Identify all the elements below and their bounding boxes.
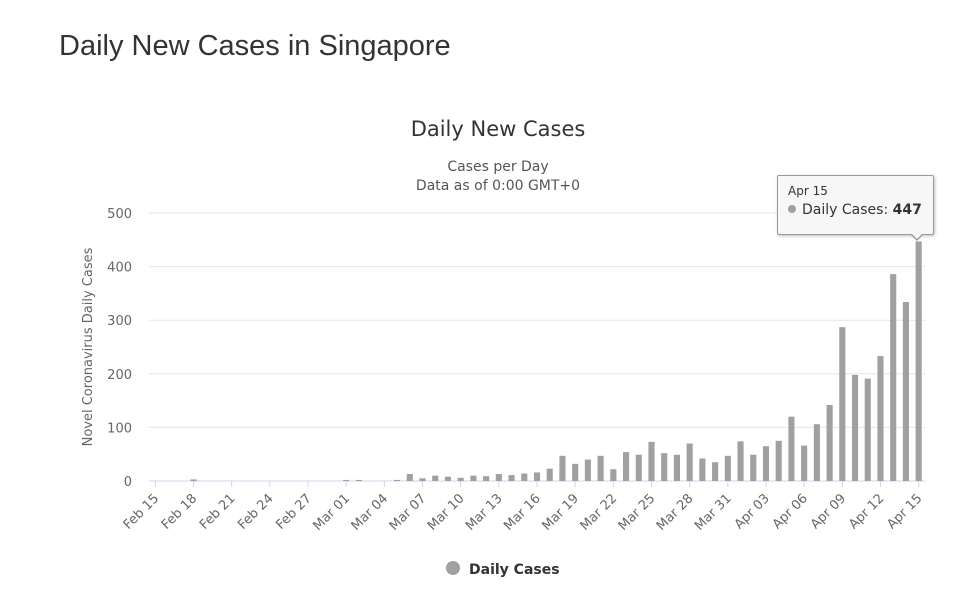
bar-feb-18[interactable] xyxy=(190,479,197,481)
bar-mar-23[interactable] xyxy=(623,452,630,481)
bar-mar-25[interactable] xyxy=(648,441,655,481)
x-tick-label: Feb 27 xyxy=(273,491,315,533)
page-title: Daily New Cases in Singapore xyxy=(59,30,451,62)
bar-mar-20[interactable] xyxy=(584,459,591,481)
bar-apr-01[interactable] xyxy=(737,441,744,481)
x-tick-label: Apr 06 xyxy=(770,491,811,532)
x-tick-label: Mar 04 xyxy=(349,491,392,534)
x-tick-label: Mar 10 xyxy=(425,491,468,534)
bar-apr-08[interactable] xyxy=(826,404,833,481)
bar-apr-11[interactable] xyxy=(864,378,871,481)
x-tick-label: Mar 28 xyxy=(654,491,697,534)
bar-mar-06[interactable] xyxy=(406,474,413,481)
bar-apr-04[interactable] xyxy=(775,440,782,481)
bar-mar-24[interactable] xyxy=(635,454,642,481)
bar-mar-07[interactable] xyxy=(419,478,426,481)
y-tick-label: 0 xyxy=(124,475,132,490)
tooltip: Apr 15 Daily Cases: 447 xyxy=(777,175,934,235)
bar-mar-10[interactable] xyxy=(457,477,464,481)
chart-subtitle-line-2: Data as of 0:00 GMT+0 xyxy=(416,178,580,194)
y-tick-label: 500 xyxy=(107,207,132,222)
tooltip-series-name: Daily Cases xyxy=(802,202,884,218)
bar-apr-03[interactable] xyxy=(762,446,770,481)
bar-apr-06[interactable] xyxy=(801,445,808,481)
bar-apr-02[interactable] xyxy=(750,454,757,481)
bar-mar-30[interactable] xyxy=(712,462,719,481)
tooltip-dot-icon xyxy=(788,205,796,213)
y-tick-label: 400 xyxy=(107,261,132,276)
bar-mar-11[interactable] xyxy=(470,475,477,481)
x-tick-label: Feb 24 xyxy=(235,491,277,533)
x-tick-label: Mar 22 xyxy=(578,491,621,534)
bar-apr-10[interactable] xyxy=(851,374,859,481)
x-tick-label: Apr 03 xyxy=(732,491,773,532)
bar-mar-19[interactable] xyxy=(572,463,579,481)
legend[interactable]: Daily Cases xyxy=(446,561,560,578)
y-tick-label: 200 xyxy=(107,368,132,383)
bar-mar-14[interactable] xyxy=(508,475,515,481)
bar-series-daily-cases xyxy=(190,241,922,482)
bar-mar-21[interactable] xyxy=(597,455,604,481)
bar-apr-09[interactable] xyxy=(839,327,846,481)
bar-apr-13[interactable] xyxy=(890,274,897,481)
bar-mar-16[interactable] xyxy=(533,472,541,481)
chart-title: Daily New Cases xyxy=(411,117,586,141)
x-tick-label: Mar 16 xyxy=(501,491,544,534)
chart-subtitle-line-1: Cases per Day xyxy=(447,159,548,175)
x-tick-label: Mar 19 xyxy=(539,491,582,534)
bar-mar-27[interactable] xyxy=(673,454,680,481)
bar-apr-15[interactable] xyxy=(915,241,922,481)
gridlines xyxy=(149,212,925,482)
tooltip-value: 447 xyxy=(892,202,922,218)
x-tick-label: Mar 31 xyxy=(692,491,735,534)
x-tick-label: Apr 15 xyxy=(884,491,925,532)
bar-mar-26[interactable] xyxy=(661,453,668,481)
x-tick-label: Feb 18 xyxy=(159,491,201,533)
x-tick-label: Mar 01 xyxy=(310,491,353,534)
bar-mar-12[interactable] xyxy=(483,476,490,481)
y-axis-title: Novel Coronavirus Daily Cases xyxy=(81,247,96,446)
x-tick-label: Apr 09 xyxy=(808,491,849,532)
tooltip-caret xyxy=(910,233,924,241)
bar-mar-28[interactable] xyxy=(686,443,693,481)
y-tick-label: 100 xyxy=(107,421,132,436)
bar-apr-12[interactable] xyxy=(877,356,884,481)
bar-mar-18[interactable] xyxy=(559,455,566,481)
x-tick-label: Feb 15 xyxy=(121,491,163,533)
bar-mar-13[interactable] xyxy=(495,474,502,481)
tooltip-date: Apr 15 xyxy=(788,184,828,198)
bar-mar-01[interactable] xyxy=(343,479,350,481)
bar-mar-08[interactable] xyxy=(432,475,439,481)
x-tick-label: Apr 12 xyxy=(846,491,887,532)
tooltip-colon: : xyxy=(883,202,893,218)
x-tick-label: Feb 21 xyxy=(197,491,239,533)
bar-apr-05[interactable] xyxy=(788,416,795,481)
bar-mar-02[interactable] xyxy=(355,479,362,481)
bar-mar-09[interactable] xyxy=(444,476,452,481)
y-tick-label: 300 xyxy=(107,314,132,329)
bar-apr-14[interactable] xyxy=(902,301,909,481)
x-tick-label: Mar 07 xyxy=(387,491,430,534)
legend-marker-icon xyxy=(446,561,460,575)
bar-mar-22[interactable] xyxy=(610,469,617,481)
legend-item-daily-cases[interactable]: Daily Cases xyxy=(469,562,560,578)
bar-mar-29[interactable] xyxy=(699,458,706,481)
x-tick-label: Mar 25 xyxy=(616,491,659,534)
bar-mar-17[interactable] xyxy=(546,468,553,481)
x-tick-label: Mar 13 xyxy=(463,491,506,534)
bar-mar-15[interactable] xyxy=(521,473,528,482)
bar-apr-07[interactable] xyxy=(813,424,820,481)
bar-mar-05[interactable] xyxy=(394,479,401,481)
y-axis-ticks: 0 100 200 300 400 500 xyxy=(107,207,132,490)
bar-mar-31[interactable] xyxy=(724,455,731,481)
